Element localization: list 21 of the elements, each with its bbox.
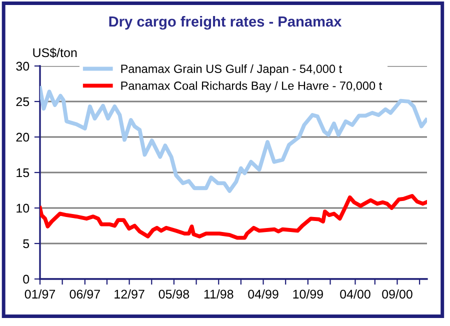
- x-tick-label: 04/00: [340, 289, 370, 299]
- x-tick-label: 06/97: [70, 289, 100, 299]
- y-tick-label: 15: [16, 168, 30, 178]
- y-axis-title: US$/ton: [33, 48, 77, 58]
- y-tick-label: 0: [23, 274, 30, 284]
- x-tick-label: 12/97: [114, 289, 144, 299]
- x-tick-label: 09/00: [382, 289, 412, 299]
- legend-label: Panamax Coal Richards Bay / Le Havre - 70,000 t: [121, 81, 382, 92]
- x-tick-label: 01/97: [24, 289, 56, 299]
- y-tick-label: 20: [16, 132, 30, 142]
- legend-label: Panamax Grain US Gulf / Japan - 54,000 t: [121, 64, 342, 76]
- chart-title: Dry cargo freight rates - Panamax: [109, 16, 342, 30]
- y-tick-label: 25: [16, 97, 30, 106]
- y-tick-label: 10: [16, 204, 30, 213]
- line-series: [40, 194, 427, 240]
- y-tick-label: 30: [16, 62, 30, 71]
- x-tick-label: 05/98: [158, 289, 190, 299]
- y-tick-label: 5: [23, 239, 30, 248]
- x-tick-label: 04/99: [248, 289, 278, 299]
- x-tick-label: 11/98: [204, 289, 234, 299]
- x-tick-label: 10/99: [293, 289, 323, 299]
